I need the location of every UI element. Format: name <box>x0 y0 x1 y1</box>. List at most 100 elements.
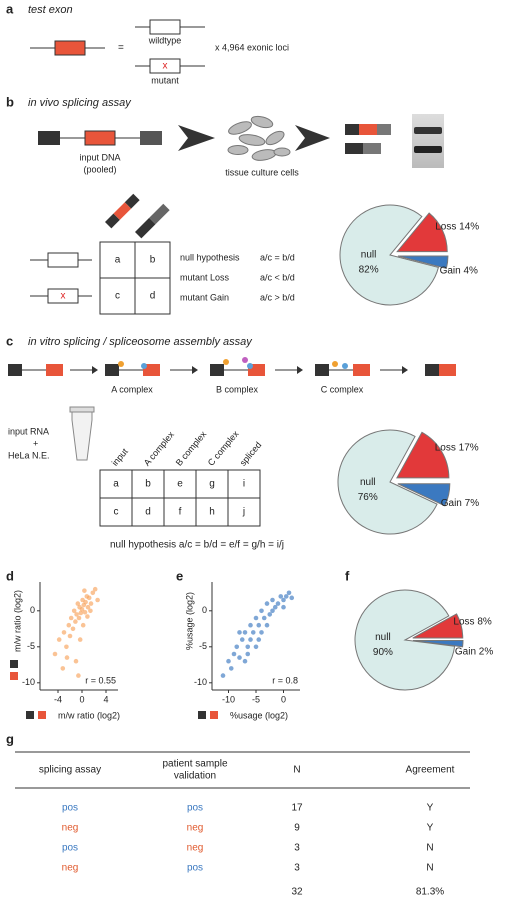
table-header: N <box>293 765 300 776</box>
point <box>264 622 270 628</box>
point <box>245 644 251 650</box>
point <box>264 601 270 606</box>
table-total: 32 <box>291 887 303 898</box>
value-label: 90% <box>373 647 393 658</box>
exon <box>105 364 119 376</box>
pie-slice <box>354 589 456 691</box>
snrnp <box>242 357 248 363</box>
column-label: C complex <box>206 428 241 467</box>
arrow-head <box>92 366 98 374</box>
grid-cell: f <box>179 507 182 518</box>
point <box>56 637 62 642</box>
point <box>267 612 273 617</box>
snrnp <box>141 363 147 369</box>
step-label: B complex <box>216 384 259 394</box>
point <box>242 630 248 635</box>
panel-label: b <box>6 94 14 109</box>
y-tick-label: -5 <box>199 641 207 651</box>
value-label: 82% <box>359 265 379 276</box>
panel-title: in vitro splicing / spliceosome assembly… <box>28 336 253 348</box>
y-axis-label: %usage (log2) <box>184 592 194 650</box>
slice-label: Gain 2% <box>455 646 493 657</box>
exon <box>47 288 79 304</box>
x-axis-label: m/w ratio (log2) <box>58 710 120 720</box>
point <box>79 607 85 612</box>
point <box>88 608 93 614</box>
arrow <box>178 125 215 151</box>
point <box>231 651 237 657</box>
point <box>259 608 264 614</box>
point <box>86 595 92 601</box>
column-label: spliced <box>238 440 264 468</box>
table-cell: pos <box>62 843 78 854</box>
exon <box>315 364 329 376</box>
exon-icon <box>10 672 18 680</box>
grid-cell: i <box>243 479 245 490</box>
point <box>85 604 91 610</box>
slice-label: Loss 8% <box>453 616 491 627</box>
table-header: splicing assay <box>39 765 101 776</box>
table-cell: 17 <box>291 803 303 814</box>
column-label: A complex <box>142 429 177 468</box>
table-total: 81.3% <box>416 887 444 898</box>
hypothesis: a/c < b/d <box>260 272 295 282</box>
snrnp <box>342 363 348 369</box>
point <box>234 644 240 650</box>
pie-slice <box>397 483 451 507</box>
annotation: r = 0.55 <box>85 675 116 685</box>
cells <box>227 115 291 161</box>
arrow-head <box>297 366 303 374</box>
point <box>73 658 79 664</box>
point <box>220 673 226 678</box>
grid-cell: b <box>145 479 151 490</box>
category: Loss <box>453 616 474 627</box>
exon-icon <box>38 711 46 719</box>
equals: = <box>118 43 124 54</box>
gel-band <box>414 127 442 134</box>
hypothesis: a/c = b/d <box>260 252 295 262</box>
grid-cell: d <box>145 507 151 518</box>
arrow <box>295 125 330 151</box>
panel-title: test exon <box>28 4 73 16</box>
exon <box>54 40 86 56</box>
category: Gain <box>455 646 476 657</box>
grid-cell: d <box>150 291 156 302</box>
y-axis-label: m/w ratio (log2) <box>12 590 22 652</box>
pie-slice <box>412 613 464 639</box>
column-label: B complex <box>174 429 209 468</box>
table-cell: pos <box>187 863 203 874</box>
point <box>83 599 88 605</box>
table-cell: neg <box>187 843 204 854</box>
grid-cell: e <box>177 479 183 490</box>
point <box>64 655 70 660</box>
exon <box>345 143 363 154</box>
panel-label: g <box>6 731 14 746</box>
grid-cell: a <box>113 479 119 490</box>
hypothesis: null hypothesis a/c = b/d = e/f = g/h = … <box>110 540 284 551</box>
exon <box>359 124 377 135</box>
grid-cell: c <box>114 507 119 518</box>
x-tick-label: -10 <box>222 694 235 704</box>
table-cell: N <box>426 843 433 854</box>
table-cell: neg <box>62 823 79 834</box>
slice-label: null <box>360 477 376 488</box>
step-label: A complex <box>111 384 153 394</box>
table-cell: Y <box>427 803 434 814</box>
point <box>52 651 58 657</box>
point <box>237 630 242 635</box>
point <box>77 637 83 642</box>
point <box>73 619 78 624</box>
point <box>281 604 286 610</box>
exon-icon <box>198 711 206 719</box>
table-cell: pos <box>187 803 203 814</box>
point <box>261 615 267 621</box>
point <box>76 615 82 621</box>
exon <box>353 364 370 376</box>
table-cell: neg <box>62 863 79 874</box>
point <box>256 622 262 628</box>
exon <box>149 19 181 35</box>
grid-cell: h <box>209 507 215 518</box>
panel-label: e <box>176 568 183 583</box>
table-cell: N <box>426 863 433 874</box>
